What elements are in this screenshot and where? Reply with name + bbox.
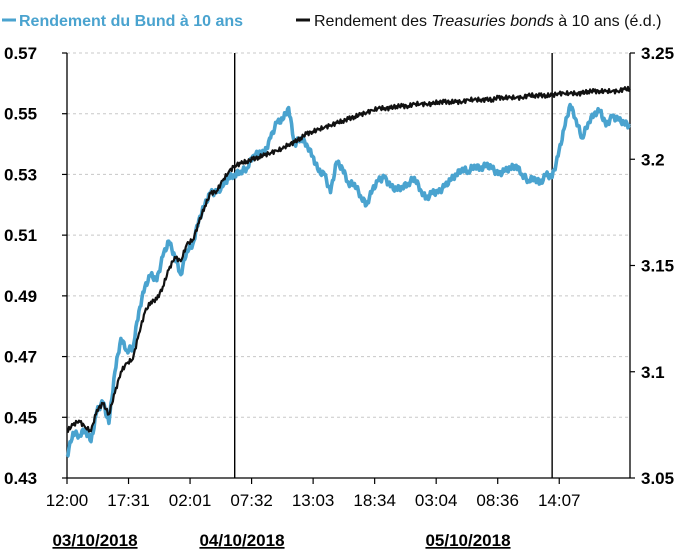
x-tick-label: 12:00	[46, 491, 89, 510]
y-left-tick-label: 0.57	[4, 44, 37, 63]
date-label: 05/10/2018	[425, 531, 510, 550]
legend-label-treasuries: Rendement des Treasuries bonds à 10 ans …	[314, 13, 661, 30]
series-line-bund	[65, 102, 631, 459]
x-tick-label: 18:34	[353, 491, 396, 510]
y-left-tick-label: 0.45	[4, 408, 37, 427]
date-labels: 03/10/2018 04/10/2018 05/10/2018	[52, 531, 510, 550]
y-right-tick-label: 3.25	[641, 44, 674, 63]
y-right-tick-label: 3.2	[641, 150, 665, 169]
x-tick-label: 13:03	[292, 491, 335, 510]
y-left-tick-label: 0.55	[4, 105, 37, 124]
x-tick-label: 02:01	[169, 491, 212, 510]
date-label: 04/10/2018	[199, 531, 284, 550]
y-left-tick-label: 0.49	[4, 287, 37, 306]
x-tick-label: 17:31	[107, 491, 150, 510]
y-left-tick-label: 0.53	[4, 165, 37, 184]
y-right-tick-label: 3.1	[641, 363, 665, 382]
y-left-ticks: 0.43 0.45 0.47 0.49 0.51 0.53 0.55 0.57	[4, 44, 67, 488]
series-lines	[65, 85, 631, 459]
x-ticks: 12:00 17:31 02:01 07:32 13:03 18:34 03:04 08:36…	[46, 478, 581, 510]
legend: Rendement du Bund à 10 ans Rendement des…	[2, 13, 661, 30]
y-right-ticks: 3.05 3.1 3.15 3.2 3.25	[630, 44, 674, 488]
x-tick-label: 14:07	[538, 491, 581, 510]
legend-label-treasuries-italic: Treasuries bonds	[431, 13, 553, 30]
x-tick-label: 08:36	[476, 491, 519, 510]
legend-label-bund: Rendement du Bund à 10 ans	[19, 13, 243, 30]
x-tick-label: 07:32	[230, 491, 273, 510]
series-line-treasuries	[66, 85, 631, 433]
date-label: 03/10/2018	[52, 531, 137, 550]
day-separators	[234, 53, 553, 478]
x-tick-label: 03:04	[415, 491, 458, 510]
y-right-tick-label: 3.05	[641, 469, 674, 488]
y-left-tick-label: 0.51	[4, 226, 37, 245]
y-left-tick-label: 0.47	[4, 348, 37, 367]
y-right-tick-label: 3.15	[641, 257, 674, 276]
y-left-tick-label: 0.43	[4, 469, 37, 488]
legend-label-treasuries-post: à 10 ans (é.d.)	[554, 13, 662, 30]
legend-label-treasuries-pre: Rendement des	[314, 13, 431, 30]
